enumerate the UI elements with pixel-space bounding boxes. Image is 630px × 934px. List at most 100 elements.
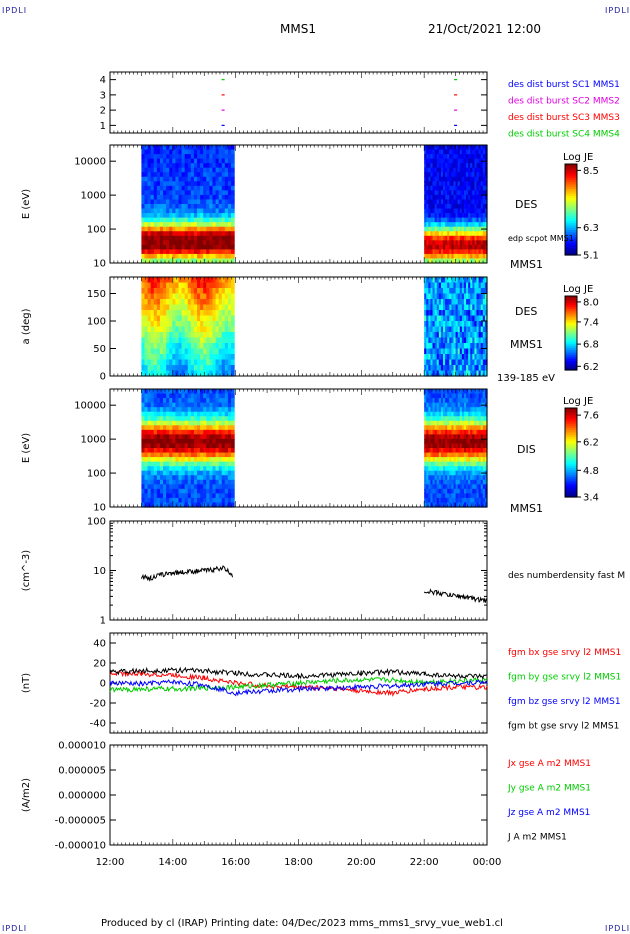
des-pitch-cell bbox=[178, 277, 183, 284]
dis-energy-cell bbox=[470, 420, 473, 426]
dis-energy-cell bbox=[147, 425, 152, 431]
des-energy-cell bbox=[466, 213, 469, 219]
des-energy-cell bbox=[172, 253, 176, 260]
des-energy-cell bbox=[447, 222, 450, 228]
dis-energy-cell bbox=[463, 389, 467, 395]
dis-energy-cell bbox=[190, 470, 195, 476]
dis-energy-cell bbox=[187, 420, 192, 426]
dis-energy-cell bbox=[172, 434, 176, 440]
dis-energy-cell bbox=[169, 466, 173, 472]
des-energy-cell bbox=[190, 208, 195, 214]
des-energy-colorbar-swatch bbox=[565, 229, 577, 233]
des-energy-cell bbox=[472, 158, 476, 164]
des-energy-cell bbox=[474, 190, 478, 196]
des-energy-cell bbox=[156, 167, 161, 173]
dis-energy-cell bbox=[470, 443, 473, 449]
des-energy-cell bbox=[484, 167, 488, 173]
des-energy-cell bbox=[231, 226, 235, 232]
des-energy-cell bbox=[215, 176, 220, 182]
des-energy-cell bbox=[163, 181, 167, 187]
dis-energy-cell bbox=[184, 502, 189, 508]
des-pitch-cell bbox=[141, 304, 146, 311]
des-pitch-cell bbox=[203, 343, 207, 350]
dis-energy-cell bbox=[436, 434, 440, 440]
des-pitch-cell bbox=[438, 359, 442, 366]
des-pitch-cell bbox=[224, 370, 229, 377]
des-energy-cell bbox=[166, 258, 170, 264]
des-energy-cell bbox=[187, 163, 192, 169]
dis-energy-cell bbox=[468, 502, 471, 508]
des-pitch-cell bbox=[440, 370, 444, 377]
dis-energy-cell bbox=[166, 457, 170, 463]
des-energy-cell bbox=[206, 149, 210, 155]
des-energy-cell bbox=[430, 185, 434, 191]
dis-energy-cell bbox=[455, 420, 459, 426]
des-pitch-colorbar-tick-label: 6.2 bbox=[583, 362, 599, 373]
des-energy-cell bbox=[466, 231, 469, 237]
des-pitch-cell bbox=[193, 282, 198, 289]
dis-energy-cell bbox=[474, 466, 478, 472]
des-energy-cell bbox=[443, 181, 446, 187]
dis-energy-cell bbox=[474, 484, 478, 490]
des-pitch-cell bbox=[206, 299, 210, 306]
dis-energy-cell bbox=[482, 466, 486, 472]
des-pitch-cell bbox=[482, 304, 486, 311]
dis-energy-cell bbox=[144, 411, 149, 417]
des-energy-cell bbox=[480, 194, 484, 201]
des-energy-cell bbox=[156, 163, 161, 169]
des-pitch-cell bbox=[156, 304, 161, 311]
dis-energy-cell bbox=[449, 452, 452, 458]
des-energy-cell bbox=[231, 176, 235, 182]
des-energy-cell bbox=[206, 231, 210, 237]
dis-energy-cell bbox=[449, 470, 452, 476]
des-energy-cell bbox=[428, 194, 432, 201]
des-energy-cell bbox=[200, 194, 204, 201]
des-pitch-cell bbox=[424, 282, 427, 289]
dis-energy-cell bbox=[203, 411, 207, 417]
des-energy-cell bbox=[156, 149, 161, 155]
des-energy-cell bbox=[153, 199, 158, 205]
dis-energy-cell bbox=[478, 493, 482, 499]
des-energy-cell bbox=[453, 172, 457, 178]
des-energy-cell bbox=[484, 249, 488, 255]
dis-energy-cell bbox=[461, 425, 465, 431]
dis-energy-cell bbox=[476, 420, 480, 426]
des-pitch-cell bbox=[159, 348, 164, 355]
dis-energy-cell bbox=[218, 393, 223, 399]
des-pitch-cell bbox=[447, 354, 450, 361]
des-energy-cell bbox=[478, 204, 482, 210]
y-tick-label: 100 bbox=[87, 225, 106, 236]
des-energy-cell bbox=[166, 204, 170, 210]
dis-energy-cell bbox=[150, 502, 155, 508]
dis-energy-cell bbox=[231, 457, 235, 463]
des-energy-cell bbox=[449, 253, 452, 260]
dis-energy-cell bbox=[203, 488, 207, 494]
des-energy-cell bbox=[434, 231, 438, 237]
dis-energy-cell bbox=[144, 493, 149, 499]
dis-energy-cell bbox=[147, 416, 152, 422]
des-pitch-cell bbox=[166, 310, 170, 317]
dis-energy-cell bbox=[144, 398, 149, 404]
des-energy-cell bbox=[474, 167, 478, 173]
des-pitch-cell bbox=[215, 288, 220, 295]
des-pitch-cell bbox=[175, 326, 180, 333]
dis-energy-cell bbox=[141, 475, 146, 481]
des-energy-cell bbox=[434, 244, 438, 250]
des-energy-cell bbox=[478, 240, 482, 246]
dis-energy-cell bbox=[209, 402, 214, 408]
des-pitch-cell bbox=[190, 343, 195, 350]
dis-energy-cell bbox=[227, 389, 232, 395]
des-pitch-cell bbox=[453, 370, 457, 377]
des-energy-cell bbox=[212, 240, 217, 246]
dis-energy-cell bbox=[184, 438, 189, 445]
des-pitch-cell bbox=[447, 321, 450, 328]
des-energy-cell bbox=[436, 145, 440, 151]
des-pitch-cell bbox=[484, 310, 488, 317]
dis-energy-cell bbox=[206, 452, 210, 458]
dis-energy-cell bbox=[457, 497, 461, 504]
dis-energy-cell bbox=[480, 452, 484, 458]
des-energy-cell bbox=[218, 240, 223, 246]
dis-energy-cell bbox=[480, 502, 484, 508]
des-energy-cell bbox=[224, 185, 229, 191]
des-pitch-cell bbox=[187, 304, 192, 311]
